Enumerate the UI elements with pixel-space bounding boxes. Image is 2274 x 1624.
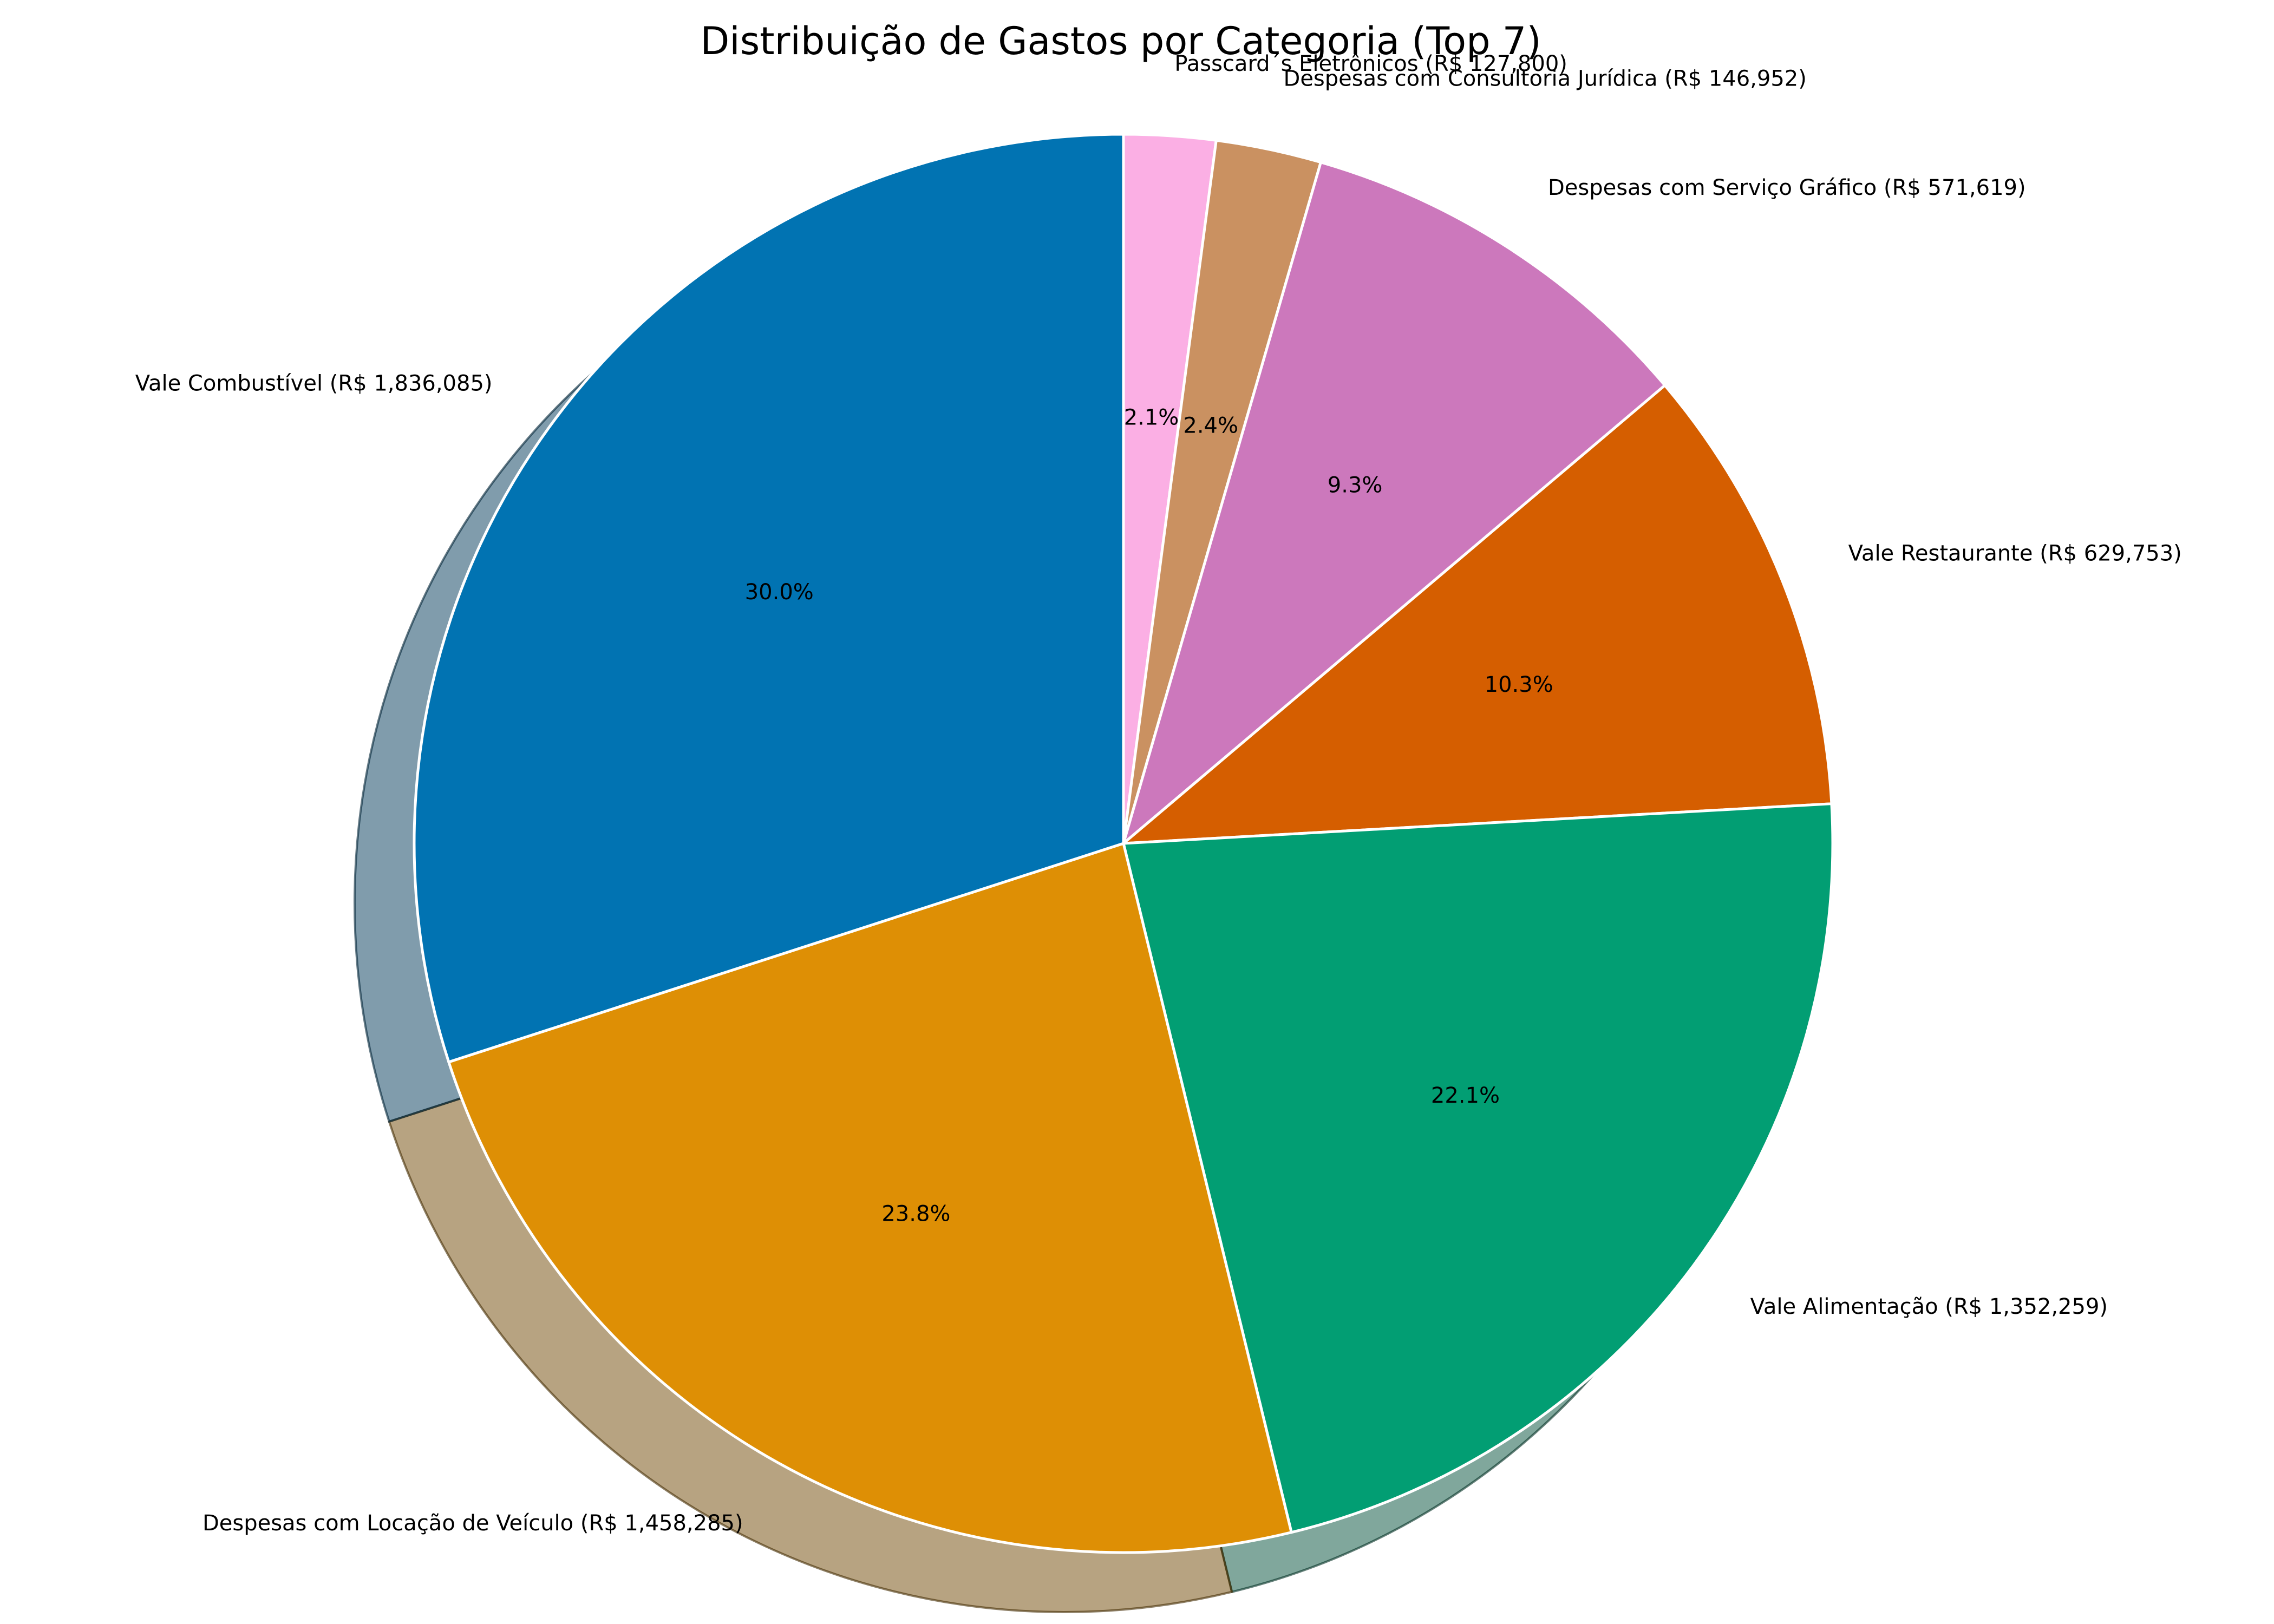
slice-label-despesas-com-consultoria-juridica: Despesas com Consultoria Jurídica (R$ 14… — [1284, 67, 1807, 91]
percent-label-vale-combustivel: 30.0% — [745, 580, 814, 605]
percent-label-vale-alimentacao: 22.1% — [1431, 1083, 1500, 1108]
pie-slice-despesas-com-locacao-de-veiculo — [447, 842, 1293, 1554]
slice-label-passcard-s-eletronicos: Passcard´s Eletrônicos (R$ 127,800) — [1174, 51, 1567, 76]
slice-label-vale-restaurante: Vale Restaurante (R$ 629,753) — [1848, 541, 2182, 566]
percent-labels: 2.1% 2.4% 9.3% 10.3% 22.1% 23.8% 30.0% — [745, 405, 1553, 1227]
pie-slice-vale-combustivel — [413, 133, 1125, 1064]
slice-label-despesas-com-servico-grafico: Despesas com Serviço Gráfico (R$ 571,619… — [1548, 175, 2026, 200]
pie-slice-vale-alimentacao — [1122, 802, 1834, 1534]
slice-labels: Passcard´s Eletrônicos (R$ 127,800)Despe… — [135, 51, 2182, 1536]
percent-label-despesas-com-servico-grafico: 9.3% — [1328, 473, 1383, 498]
percent-label-despesas-com-locacao-de-veiculo: 23.8% — [881, 1201, 950, 1226]
pie-slices — [413, 133, 1834, 1554]
pie-slice-despesas-com-servico-grafico — [1122, 161, 1667, 845]
slice-label-despesas-com-locacao-de-veiculo: Despesas com Locação de Veículo (R$ 1,45… — [202, 1511, 743, 1536]
percent-label-passcard-s-eletronicos: 2.1% — [1124, 405, 1179, 430]
pie-slice-vale-restaurante — [1122, 384, 1833, 845]
percent-label-vale-restaurante: 10.3% — [1485, 672, 1553, 697]
chart-title: Distribuição de Gastos por Categoria (To… — [700, 19, 1541, 63]
slice-label-vale-combustivel: Vale Combustível (R$ 1,836,085) — [135, 371, 493, 396]
slice-label-vale-alimentacao: Vale Alimentação (R$ 1,352,259) — [1750, 1294, 2108, 1319]
percent-label-despesas-com-consultoria-juridica: 2.4% — [1183, 414, 1238, 438]
